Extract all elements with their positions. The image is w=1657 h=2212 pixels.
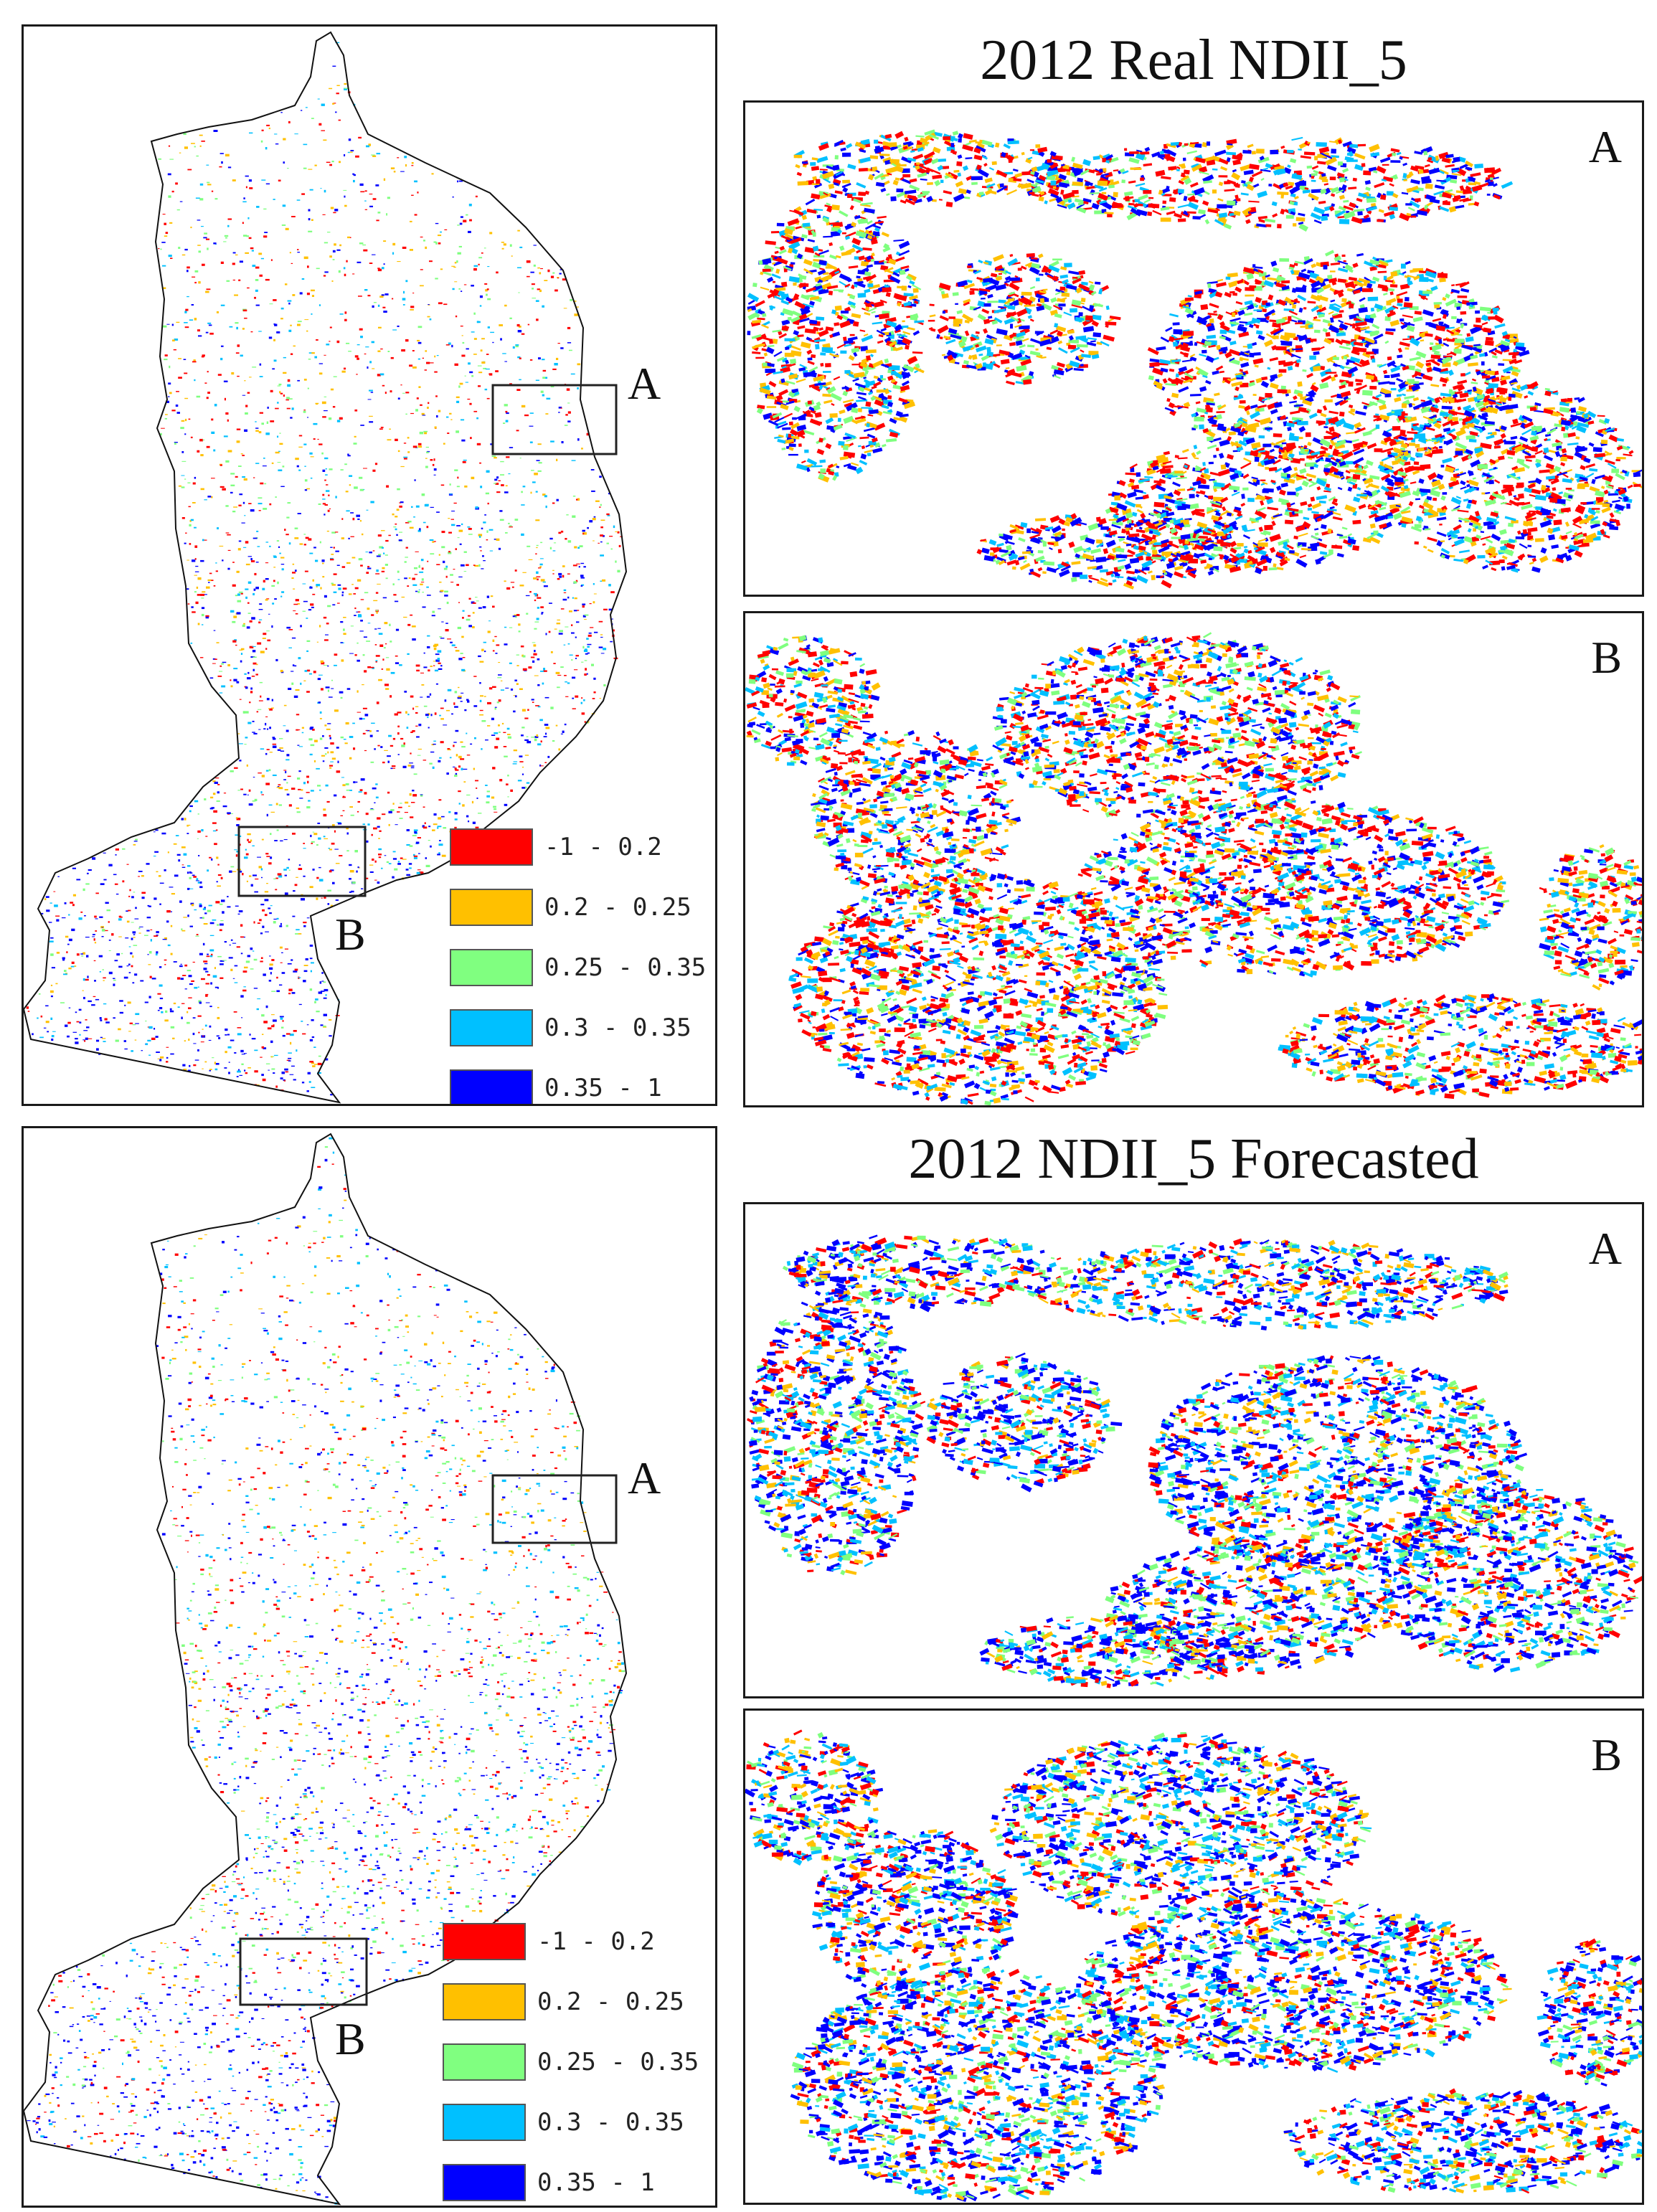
zoom-b-frame-forecast: B xyxy=(743,1708,1644,2205)
zoom-b-map-real xyxy=(745,632,1642,1105)
legend-label: 0.2 - 0.25 xyxy=(537,1988,684,2016)
overview-map-frame-real: A B -1 - 0.2 0.2 - 0.25 0.25 - 0.35 0.3 … xyxy=(22,24,717,1106)
legend-item: 0.3 - 0.35 xyxy=(450,1009,715,1049)
map-speckles xyxy=(27,1137,625,2205)
legend-item: 0.35 - 1 xyxy=(450,1069,715,1104)
legend-swatch xyxy=(443,2043,526,2081)
legend-item: 0.35 - 1 xyxy=(443,2164,715,2204)
legend-item: 0.25 - 0.35 xyxy=(450,949,715,989)
legend-item: 0.2 - 0.25 xyxy=(450,889,715,929)
inset-box-a xyxy=(491,384,618,455)
legend-label: -1 - 0.2 xyxy=(544,833,662,861)
legend-label: 0.25 - 0.35 xyxy=(544,953,706,982)
panel-title-forecast: 2012 NDII_5 Forecasted xyxy=(743,1130,1644,1188)
zoom-a-label: A xyxy=(1589,1226,1622,1272)
legend-swatch xyxy=(450,1009,533,1046)
legend-label: 0.35 - 1 xyxy=(537,2168,655,2197)
region-boundary xyxy=(24,1133,628,2206)
zoom-a-label: A xyxy=(1589,124,1622,170)
inset-box-b xyxy=(237,826,367,897)
legend-swatch xyxy=(450,1069,533,1104)
legend-item: 0.25 - 0.35 xyxy=(443,2043,715,2084)
legend-label: 0.35 - 1 xyxy=(544,1074,662,1102)
legend-label: 0.2 - 0.25 xyxy=(544,893,691,922)
zoom-speckles xyxy=(747,129,1642,590)
map-speckles xyxy=(26,42,623,1096)
region-boundary xyxy=(24,31,628,1104)
zoom-a-map-forecast xyxy=(746,1234,1642,1688)
inset-box-b xyxy=(239,1937,368,2006)
zoom-a-map-real xyxy=(747,129,1642,590)
legend-swatch xyxy=(443,1923,526,1960)
legend-swatch xyxy=(443,2104,526,2141)
overview-map-forecast xyxy=(24,1133,628,2206)
legend-label: 0.3 - 0.35 xyxy=(544,1013,691,1042)
zoom-speckles xyxy=(746,1234,1642,1688)
legend-label: 0.25 - 0.35 xyxy=(537,2048,699,2076)
legend-label: 0.3 - 0.35 xyxy=(537,2108,684,2137)
overview-label-b: B xyxy=(335,912,366,958)
zoom-b-label: B xyxy=(1591,1732,1622,1778)
legend-swatch xyxy=(443,2164,526,2201)
overview-map-frame-forecast: A B -1 - 0.2 0.2 - 0.25 0.25 - 0.35 0.3 … xyxy=(22,1126,717,2208)
inset-box-a xyxy=(491,1474,618,1544)
zoom-speckles xyxy=(745,1729,1642,2203)
zoom-speckles xyxy=(745,632,1642,1105)
zoom-b-frame-real: B xyxy=(743,611,1644,1107)
legend-swatch xyxy=(443,1983,526,2020)
zoom-b-map-forecast xyxy=(745,1729,1642,2203)
legend-swatch xyxy=(450,828,533,866)
overview-label-a: A xyxy=(628,1455,661,1501)
overview-label-a: A xyxy=(628,361,661,407)
legend-label: -1 - 0.2 xyxy=(537,1927,655,1956)
legend-swatch xyxy=(450,889,533,926)
legend-item: -1 - 0.2 xyxy=(443,1923,715,1963)
legend-item: 0.2 - 0.25 xyxy=(443,1983,715,2023)
zoom-a-frame-forecast: A xyxy=(743,1202,1644,1698)
overview-map-real xyxy=(24,31,628,1104)
legend-item: 0.3 - 0.35 xyxy=(443,2104,715,2144)
legend-swatch xyxy=(450,949,533,986)
legend-item: -1 - 0.2 xyxy=(450,828,715,869)
overview-label-b: B xyxy=(335,2016,366,2062)
zoom-b-label: B xyxy=(1591,635,1622,681)
panel-title-real: 2012 Real NDII_5 xyxy=(743,32,1644,89)
zoom-a-frame-real: A xyxy=(743,100,1644,597)
